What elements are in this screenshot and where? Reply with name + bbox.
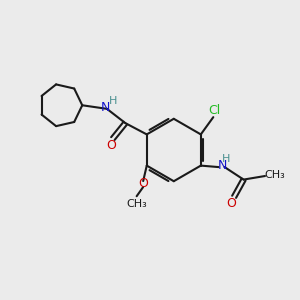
Text: O: O <box>106 139 116 152</box>
Text: O: O <box>138 177 148 190</box>
Text: H: H <box>222 154 230 164</box>
Text: O: O <box>226 196 236 210</box>
Text: N: N <box>101 101 110 114</box>
Text: CH₃: CH₃ <box>264 170 285 180</box>
Text: Cl: Cl <box>208 104 221 117</box>
Text: N: N <box>218 159 227 172</box>
Text: CH₃: CH₃ <box>126 199 147 209</box>
Text: H: H <box>109 95 118 106</box>
